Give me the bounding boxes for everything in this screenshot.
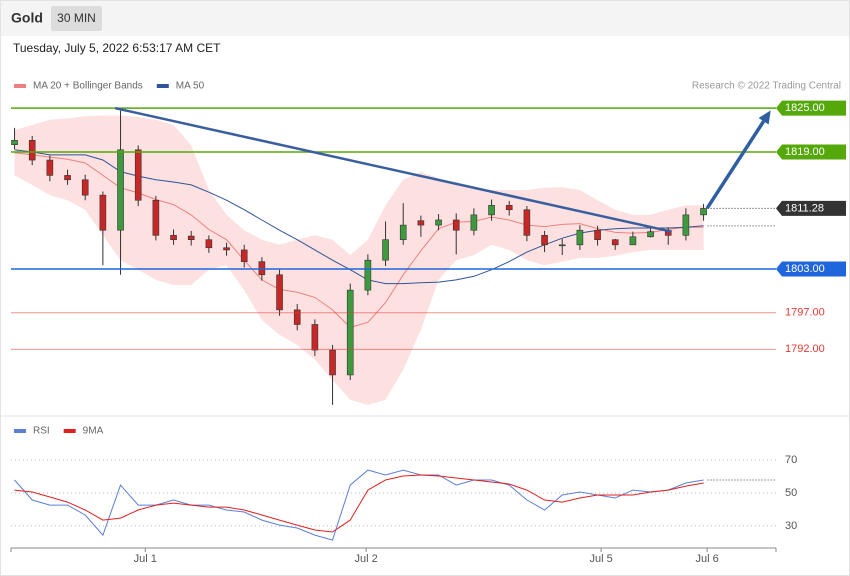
level-label: 1803.00 xyxy=(785,263,825,275)
candle-body xyxy=(117,149,124,231)
candle-body xyxy=(470,214,478,231)
candle-body xyxy=(700,208,707,216)
x-tick-label: Jul 6 xyxy=(695,553,718,565)
level-label-box xyxy=(776,100,846,116)
candle-body xyxy=(611,239,619,246)
interval-badge[interactable] xyxy=(51,6,102,31)
header-bar xyxy=(1,1,849,36)
legend-swatch xyxy=(156,84,169,88)
ma-line xyxy=(14,149,704,285)
x-tick-label: Jul 2 xyxy=(354,553,377,565)
legend-swatch xyxy=(14,429,26,433)
line-series xyxy=(14,474,704,533)
x-tick-label: Jul 5 xyxy=(589,553,612,565)
candle-body xyxy=(417,220,425,226)
x-tick-label: Jul 1 xyxy=(134,553,157,565)
candle-body xyxy=(240,249,248,262)
bollinger-band xyxy=(14,115,704,405)
candle-body xyxy=(382,239,389,261)
interval-label[interactable]: 30 MIN xyxy=(57,11,96,25)
y-tick-label: 70 xyxy=(785,454,797,466)
candle-body xyxy=(276,274,283,311)
legend-label: RSI xyxy=(33,426,50,437)
level-label: 1819.00 xyxy=(785,146,825,158)
candle-body xyxy=(682,214,690,236)
level-label: 1797.00 xyxy=(785,307,825,319)
candle-body xyxy=(187,235,195,241)
legend-swatch xyxy=(14,84,26,88)
candle-body xyxy=(435,219,442,226)
trendline xyxy=(114,106,673,233)
legend-label: 9MA xyxy=(83,426,104,437)
candle-body xyxy=(541,235,548,246)
credit: Research © 2022 Trading Central xyxy=(692,81,841,92)
symbol-title: Gold xyxy=(11,10,43,26)
candle-body xyxy=(293,309,301,325)
level-label-box xyxy=(776,144,846,160)
candle-body xyxy=(152,199,160,236)
candle-body xyxy=(364,259,372,291)
candle-body xyxy=(558,244,566,247)
candle-body xyxy=(594,229,601,241)
level-label: 1811.28 xyxy=(785,202,824,214)
legend-swatch xyxy=(63,429,76,433)
candle-body xyxy=(576,229,584,246)
candle-body xyxy=(11,140,18,145)
candle-body xyxy=(64,175,71,181)
candle-body xyxy=(99,194,107,231)
candle-body xyxy=(452,219,460,231)
y-tick-label: 30 xyxy=(785,520,797,532)
ma-line xyxy=(14,152,704,328)
candle-body xyxy=(523,209,531,236)
candle-body xyxy=(46,159,54,176)
candle-body xyxy=(223,247,230,251)
timestamp: Tuesday, July 5, 2022 6:53:17 AM CET xyxy=(13,41,221,55)
forecast-arrow-head xyxy=(758,110,771,125)
candle-body xyxy=(28,140,36,161)
legend-label: MA 20 + Bollinger Bands xyxy=(33,81,143,92)
forecast-arrow xyxy=(705,120,766,210)
candle-body xyxy=(505,205,513,211)
line-series xyxy=(14,469,704,541)
legend-label: MA 50 xyxy=(176,81,205,92)
candle-body xyxy=(329,349,336,376)
candle-body xyxy=(488,205,495,216)
candle-body xyxy=(311,324,319,351)
candle-body xyxy=(346,289,354,376)
candle-body xyxy=(134,149,142,201)
candle-body xyxy=(81,179,89,196)
candle-body xyxy=(170,235,177,241)
y-tick-label: 50 xyxy=(785,487,797,499)
candle-body xyxy=(399,224,407,241)
level-label: 1792.00 xyxy=(785,343,825,355)
candle-body xyxy=(647,231,654,238)
level-label-box xyxy=(776,200,846,216)
level-label: 1825.00 xyxy=(785,102,825,114)
candle-body xyxy=(629,236,637,246)
candle-body xyxy=(205,239,213,249)
level-label-box xyxy=(776,261,846,277)
